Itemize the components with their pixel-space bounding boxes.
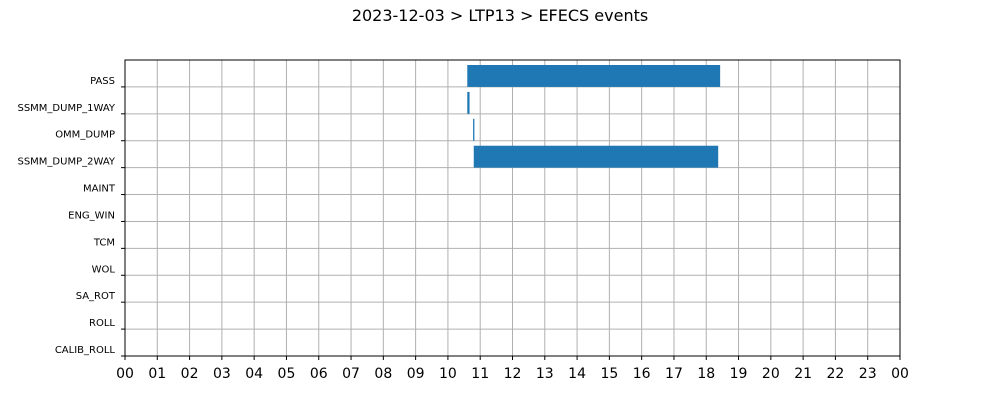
y-category-label: PASS — [90, 76, 115, 87]
event-bar — [473, 145, 719, 168]
event-bar — [467, 65, 721, 87]
x-tick-label: 05 — [278, 366, 296, 382]
x-tick-label: 17 — [665, 366, 683, 382]
ticks — [121, 86, 901, 360]
x-tick-label: 08 — [374, 366, 392, 382]
x-tick-label: 20 — [762, 366, 780, 382]
x-tick-label: 06 — [310, 366, 328, 382]
y-category-label: CALIB_ROLL — [55, 345, 116, 356]
x-tick-label: 10 — [439, 366, 457, 382]
x-tick-label: 11 — [471, 366, 489, 382]
x-tick-label: 23 — [859, 366, 877, 382]
y-category-label: TCM — [93, 237, 115, 248]
x-tick-label: 13 — [536, 366, 554, 382]
y-category-label: OMM_DUMP — [55, 130, 115, 141]
x-tick-label: 02 — [181, 366, 199, 382]
x-tick-label: 07 — [342, 366, 360, 382]
x-tick-label: 14 — [568, 366, 586, 382]
x-tick-label: 09 — [407, 366, 425, 382]
event-bar — [473, 118, 475, 141]
y-category-label: SSMM_DUMP_2WAY — [17, 157, 115, 168]
x-tick-label: 00 — [891, 366, 909, 382]
y-category-label: MAINT — [83, 184, 116, 195]
x-tick-label: 22 — [827, 366, 845, 382]
chart-title: 2023-12-03 > LTP13 > EFECS events — [351, 6, 649, 25]
x-tick-label: 16 — [633, 366, 651, 382]
x-tick-label: 00 — [116, 366, 134, 382]
y-category-label: ENG_WIN — [68, 210, 115, 221]
x-tick-label: 21 — [794, 366, 812, 382]
y-category-label: SSMM_DUMP_1WAY — [17, 103, 115, 114]
x-tick-label: 03 — [213, 366, 231, 382]
event-bar — [467, 91, 470, 114]
bars — [467, 65, 721, 168]
grid — [124, 60, 901, 356]
x-tick-label: 04 — [245, 366, 263, 382]
x-tick-label: 19 — [730, 366, 748, 382]
x-tick-label: 18 — [697, 366, 715, 382]
y-category-label: ROLL — [89, 318, 115, 329]
labels: 00 01 02 03 04 05 06 07 08 09 10 11 12 13 14 15 16 17 18 19… — [17, 76, 908, 382]
y-category-label: WOL — [92, 264, 116, 275]
x-tick-label: 01 — [148, 366, 166, 382]
x-tick-label: 12 — [504, 366, 522, 382]
y-category-label: SA_ROT — [76, 291, 116, 302]
x-tick-label: 15 — [600, 366, 618, 382]
